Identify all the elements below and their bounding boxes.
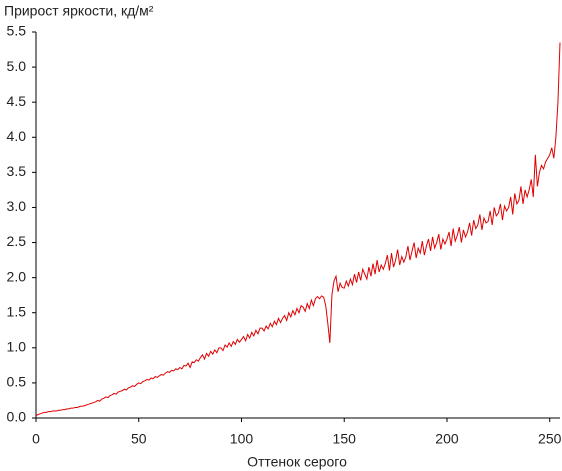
y-tick-label: 3.0 — [7, 198, 27, 214]
y-tick-label: 5.5 — [7, 23, 27, 39]
y-tick-label: 0.0 — [7, 409, 27, 425]
y-tick-label: 4.5 — [7, 93, 27, 109]
y-tick-label: 1.0 — [7, 339, 27, 355]
data-line — [35, 42, 561, 417]
x-tick-label: 100 — [230, 431, 254, 447]
x-tick-label: 200 — [435, 431, 459, 447]
x-tick-label: 150 — [333, 431, 357, 447]
y-tick-label: 2.5 — [7, 233, 27, 249]
y-tick-label: 2.0 — [7, 268, 27, 284]
y-tick-label: 1.5 — [7, 303, 27, 319]
x-tick-label: 250 — [538, 431, 562, 447]
y-tick-label: 3.5 — [7, 163, 27, 179]
y-tick-label: 5.0 — [7, 58, 27, 74]
y-tick-label: 4.0 — [7, 128, 27, 144]
chart-title: Прирост яркости, кд/м² — [4, 3, 154, 19]
x-axis-label: Оттенок серого — [247, 454, 347, 470]
x-tick-label: 50 — [131, 431, 147, 447]
y-tick-label: 0.5 — [7, 374, 27, 390]
x-tick-label: 0 — [32, 431, 40, 447]
